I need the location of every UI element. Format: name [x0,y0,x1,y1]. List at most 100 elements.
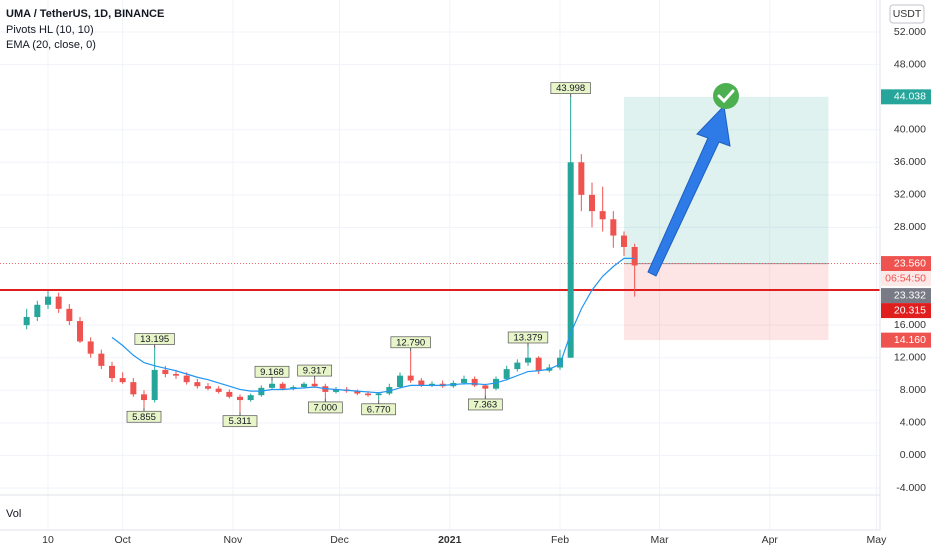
pivot-box [254,365,290,378]
candle-body [535,357,542,371]
y-tick-label: 8.000 [900,384,926,396]
candle-body [109,365,115,379]
candle-body [503,369,510,379]
candle-body [354,391,361,394]
candle-body [151,369,158,401]
x-tick-label: Mar [651,534,670,546]
candle-body [237,396,243,401]
y-tick-label: 52.000 [894,26,926,38]
candle-body [55,296,62,309]
candle-body [461,378,467,383]
countdown-label-box [881,271,931,287]
indicator-label: Pivots HL (10, 10) [6,24,94,36]
candle-body [77,321,83,342]
x-tick-label: Oct [114,534,130,546]
candle-body [482,385,489,389]
candle-body [525,357,531,363]
y-tick-label: 48.000 [894,58,926,70]
x-tick-label: May [867,534,888,546]
candle-body [247,395,254,401]
stop-label-box [881,332,931,348]
y-tick-label: 16.000 [894,319,926,331]
pivot-label: 13.195 [140,334,169,345]
pivot-box [467,398,503,411]
y-tick-label: 0.000 [900,449,926,461]
pivot-box [134,333,175,345]
y-tick-label: 32.000 [894,189,926,201]
candle-body [205,386,211,389]
candle-body [301,383,307,388]
pivot-box [390,336,431,349]
candle-body [66,308,73,322]
indicator-label: EMA (20, close, 0) [6,39,96,51]
candle-body [599,211,606,220]
last-price-label: 23.332 [894,289,926,301]
candle-body [215,388,222,392]
candle-body [365,393,371,396]
candle-body [589,194,595,212]
y-tick-label: 36.000 [894,156,926,168]
candle-body [418,380,425,386]
entry-label: 23.560 [894,257,926,269]
check-mark [717,89,735,104]
candle-body [173,373,179,376]
pivot-label: 7.363 [473,399,497,410]
candle-body [471,378,478,386]
candle-body [407,375,414,381]
pivot-box [507,331,549,344]
y-tick-label: 28.000 [894,221,926,233]
candle-body [311,383,318,387]
x-tick-label: Dec [330,534,349,546]
pivot-label: 13.379 [513,332,542,343]
arrow [647,104,731,277]
candle-body [493,378,499,389]
currency-button[interactable] [889,4,925,24]
grid [0,0,880,530]
candle-body [279,383,286,389]
pivot-box [126,410,162,423]
candle-body [386,387,393,394]
pivot-label: 9.317 [303,366,327,377]
x-tick-label: Nov [224,534,243,546]
candle-body [119,378,126,383]
loss-zone [624,263,829,341]
candle-body [290,387,297,389]
symbol-title: UMA / TetherUS, 1D, BINANCE [6,8,164,20]
candle-body [429,383,435,386]
x-tick-label: Apr [762,534,779,546]
currency-button-label[interactable]: USDT [893,8,922,20]
candle-body [34,304,41,317]
candle-body [98,353,105,366]
x-tick-label: 10 [42,534,54,546]
y-tick-label: -4.000 [896,482,926,494]
support-label: 20.315 [894,304,926,316]
pivot-label: 43.998 [556,83,585,94]
volume-label: Vol [6,508,21,520]
candle-body [45,296,51,305]
candle-body [578,162,585,195]
pivot-box [361,403,397,416]
candle-body [621,235,627,247]
candle-body [162,369,169,374]
pivot-box [550,82,591,95]
y-tick-label: 12.000 [894,351,926,363]
check-icon [713,83,739,109]
pivot-box [222,415,258,428]
candle-body [87,341,94,354]
candle-body [130,382,137,395]
candle-body [23,316,30,326]
candle-body [375,393,382,396]
candle-body [610,219,617,236]
pivot-label: 6.770 [367,404,391,415]
pivot-label: 12.790 [396,337,425,348]
candle-body [269,383,275,388]
candle-body [397,375,403,388]
x-tick-label: 2021 [438,534,462,546]
candle-body [514,362,521,370]
candle-body [631,246,638,266]
plot: 43.998 13.195 5.855 5.311 9.168 9.317 7.000 6.7… [0,82,880,428]
pivot-box [307,401,343,414]
pivot-label: 9.168 [260,367,284,378]
